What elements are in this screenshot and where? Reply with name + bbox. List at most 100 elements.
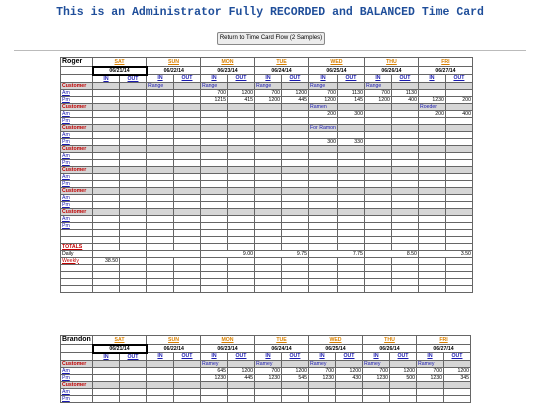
time-cell[interactable] [417,137,446,146]
day-name-sat[interactable]: SAT [92,57,147,67]
time-cell[interactable] [336,214,365,223]
time-cell[interactable] [417,88,446,97]
time-cell[interactable] [281,179,309,188]
time-cell[interactable] [227,387,255,396]
time-cell[interactable]: 700 [200,88,228,97]
time-cell[interactable]: 700 [363,88,392,97]
time-cell[interactable] [173,366,201,375]
time-cell[interactable]: 700 [308,88,338,97]
time-cell[interactable] [254,158,282,167]
time-cell[interactable] [308,151,338,160]
time-cell[interactable] [444,151,473,160]
time-cell[interactable] [119,179,147,188]
time-cell[interactable] [92,137,120,146]
time-cell[interactable] [389,387,417,396]
time-cell[interactable] [390,214,419,223]
time-cell[interactable] [444,130,473,139]
time-cell[interactable] [200,214,228,223]
time-cell[interactable] [92,95,120,104]
time-cell[interactable] [146,200,174,209]
time-cell[interactable] [281,200,309,209]
am-link[interactable]: Am [60,387,93,396]
time-cell[interactable] [444,214,473,223]
time-cell[interactable] [336,179,365,188]
time-cell[interactable] [444,200,473,209]
time-cell[interactable] [444,116,473,125]
time-cell[interactable]: 1200 [254,95,282,104]
time-cell[interactable] [308,158,338,167]
time-cell[interactable] [336,130,365,139]
time-cell[interactable] [363,151,392,160]
time-cell[interactable] [281,387,309,396]
time-cell[interactable] [119,193,147,202]
time-cell[interactable] [92,130,120,139]
time-cell[interactable] [417,179,446,188]
time-cell[interactable] [417,172,446,181]
time-cell[interactable] [390,158,419,167]
time-cell[interactable]: 1200 [227,366,255,375]
time-cell[interactable] [92,221,120,230]
time-cell[interactable] [200,130,228,139]
time-cell[interactable] [444,137,473,146]
time-cell[interactable] [227,172,255,181]
time-cell[interactable] [390,116,419,125]
time-cell[interactable] [308,193,338,202]
time-cell[interactable] [443,387,471,396]
time-cell[interactable] [173,109,201,118]
time-cell[interactable] [146,221,174,230]
time-cell[interactable] [146,179,174,188]
time-cell[interactable]: 1230 [254,373,282,382]
weekly-label[interactable]: Weekly [60,256,93,265]
time-cell[interactable]: 1230 [417,95,446,104]
time-cell[interactable] [92,151,120,160]
time-cell[interactable] [146,193,174,202]
time-cell[interactable]: 200 [308,109,338,118]
time-cell[interactable] [254,193,282,202]
time-cell[interactable] [227,130,255,139]
time-cell[interactable] [119,366,147,375]
time-cell[interactable] [92,158,120,167]
time-cell[interactable]: 1230 [362,373,390,382]
pm-link[interactable]: Pm [60,200,93,209]
time-cell[interactable] [444,172,473,181]
time-cell[interactable] [173,172,201,181]
time-cell[interactable]: 1200 [389,366,417,375]
am-link[interactable]: Am [60,109,93,118]
time-cell[interactable] [119,130,147,139]
day-name-thu[interactable]: THU [362,335,417,345]
pm-link[interactable]: Pm [60,394,93,403]
time-cell[interactable] [281,214,309,223]
day-name-sun[interactable]: SUN [146,335,201,345]
time-cell[interactable] [173,158,201,167]
time-cell[interactable] [254,137,282,146]
time-cell[interactable]: 700 [254,366,282,375]
time-cell[interactable] [227,221,255,230]
am-link[interactable]: Am [60,172,93,181]
time-cell[interactable] [173,200,201,209]
time-cell[interactable] [417,158,446,167]
time-cell[interactable] [254,172,282,181]
time-cell[interactable]: 1200 [281,88,309,97]
time-cell[interactable] [119,116,147,125]
time-cell[interactable] [336,116,365,125]
time-cell[interactable] [416,387,444,396]
time-cell[interactable]: 1200 [281,366,309,375]
time-cell[interactable] [173,88,201,97]
time-cell[interactable] [363,116,392,125]
time-cell[interactable] [119,200,147,209]
time-cell[interactable] [281,116,309,125]
time-cell[interactable]: 145 [336,95,365,104]
time-cell[interactable] [200,193,228,202]
time-cell[interactable]: 1230 [200,373,228,382]
time-cell[interactable] [335,387,363,396]
time-cell[interactable] [281,394,309,403]
time-cell[interactable] [363,193,392,202]
time-cell[interactable] [227,200,255,209]
time-cell[interactable]: 1200 [308,95,338,104]
time-cell[interactable] [363,214,392,223]
time-cell[interactable]: 1230 [308,373,336,382]
time-cell[interactable] [281,172,309,181]
am-link[interactable]: Am [60,193,93,202]
time-cell[interactable] [173,95,201,104]
day-name-tue[interactable]: TUE [254,57,309,67]
